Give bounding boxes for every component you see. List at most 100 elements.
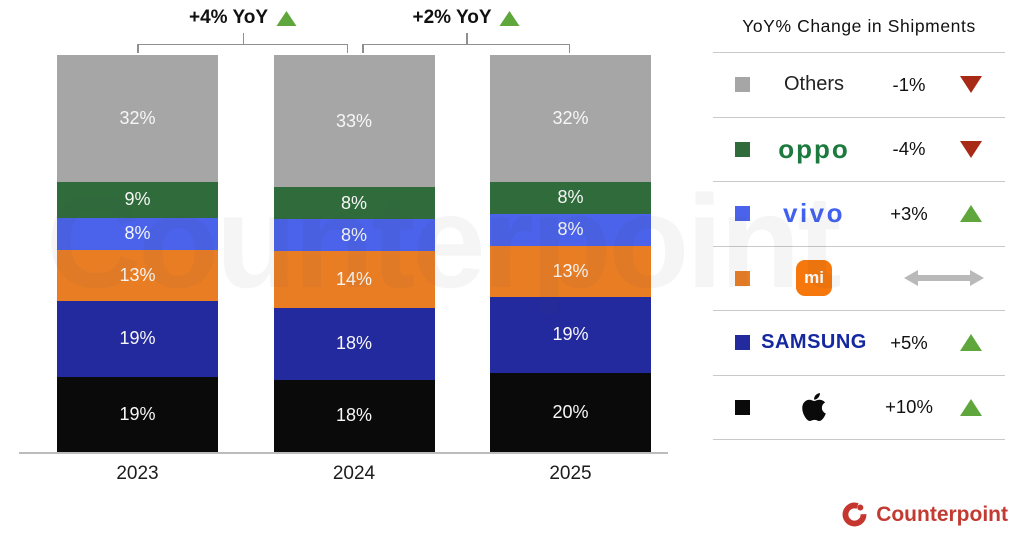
up-triangle-icon	[960, 334, 982, 352]
segment-value: 9%	[124, 189, 151, 210]
xiaomi-swatch	[735, 270, 750, 286]
samsung-logo: SAMSUNG	[751, 331, 877, 354]
segment-xiaomi-2023: 13%	[57, 249, 218, 302]
yoy-annotation-label: +2% YoY	[412, 7, 520, 29]
legend-panel: YoY% Change in Shipments Others -1% oppo…	[713, 4, 1005, 440]
legend-row-others: Others -1%	[713, 52, 1005, 117]
segment-value: 33%	[335, 110, 373, 131]
vivo-trend	[941, 205, 1001, 223]
stacked-bar-2023: 32% 9% 8% 13% 19% 19%	[57, 55, 218, 453]
segment-others-2023: 32%	[57, 55, 218, 183]
segment-value: 14%	[335, 269, 373, 290]
legend-row-apple: +10%	[713, 374, 1005, 440]
oppo-swatch	[735, 141, 750, 157]
segment-apple-2025: 20%	[490, 372, 651, 453]
segment-value: 8%	[124, 223, 151, 244]
down-triangle-icon	[960, 76, 982, 94]
others-logo: Others	[751, 73, 877, 96]
segment-samsung-2023: 19%	[57, 301, 218, 377]
segment-value: 8%	[557, 187, 584, 208]
up-triangle-icon	[960, 398, 982, 416]
segment-oppo-2023: 9%	[57, 182, 218, 218]
segment-vivo-2023: 8%	[57, 217, 218, 250]
xiaomi-trend	[877, 268, 1001, 288]
mi-logo-text: mi	[804, 268, 824, 288]
others-change-value: -1%	[892, 73, 926, 95]
yoy-annotation-2023-2024: +4% YoY	[137, 0, 348, 55]
apple-logo-icon	[802, 393, 826, 422]
legend-row-oppo: oppo -4%	[713, 116, 1005, 182]
x-tick-2024: 2024	[332, 463, 376, 484]
samsung-swatch	[735, 335, 750, 351]
vivo-logo-text: vivo	[782, 198, 846, 229]
segment-value: 19%	[119, 403, 156, 424]
legend-row-samsung: SAMSUNG +5%	[713, 310, 1005, 375]
xiaomi-logo: mi	[751, 260, 877, 297]
x-axis-line	[19, 452, 668, 454]
down-triangle-icon	[960, 140, 982, 158]
samsung-trend	[941, 334, 1001, 352]
segment-value: 32%	[119, 108, 156, 129]
segment-value: 18%	[335, 333, 373, 354]
bar-chart-area: 32% 9% 8% 13% 19% 19% 33% 8% 8% 14% 18% …	[57, 55, 651, 453]
samsung-logo-text: SAMSUNG	[761, 331, 867, 354]
counterpoint-logo-text: Counterpoint	[876, 502, 1008, 526]
segment-oppo-2025: 8%	[490, 182, 651, 214]
apple-swatch	[735, 399, 750, 415]
segment-value: 13%	[119, 264, 156, 285]
others-trend	[941, 76, 1001, 94]
samsung-change-value: +5%	[890, 331, 928, 353]
segment-apple-2023: 19%	[57, 376, 218, 453]
up-triangle-icon	[276, 10, 297, 26]
legend-title: YoY% Change in Shipments	[742, 16, 976, 36]
flat-arrow-icon	[904, 270, 984, 287]
yoy-annotation-text: +2% YoY	[412, 7, 492, 28]
stacked-bar-2024: 33% 8% 8% 14% 18% 18%	[273, 55, 435, 452]
others-swatch	[735, 77, 750, 93]
yoy-annotation-2024-2025: +2% YoY	[362, 0, 570, 55]
segment-oppo-2024: 8%	[273, 187, 435, 220]
segment-others-2025: 32%	[490, 55, 651, 183]
counterpoint-logo-icon	[842, 502, 867, 527]
segment-value: 8%	[340, 192, 367, 213]
segment-vivo-2024: 8%	[273, 219, 435, 252]
segment-value: 32%	[552, 108, 589, 129]
bracket-tick-right	[346, 44, 348, 53]
segment-vivo-2025: 8%	[490, 213, 651, 246]
segment-apple-2024: 18%	[273, 379, 435, 452]
up-triangle-icon	[499, 10, 520, 26]
x-tick-2023: 2023	[116, 463, 159, 484]
oppo-logo-text: oppo	[778, 133, 850, 164]
segment-value: 19%	[552, 324, 589, 345]
yoy-annotation-label: +4% YoY	[189, 7, 297, 29]
segment-samsung-2025: 19%	[490, 297, 651, 373]
segment-value: 8%	[340, 224, 367, 245]
others-label: Others	[783, 73, 845, 96]
legend-rows: Others -1% oppo -4% vivo +3% mi	[713, 52, 1005, 440]
segment-xiaomi-2024: 14%	[273, 251, 435, 308]
counterpoint-logo: Counterpoint	[841, 501, 1008, 528]
segment-value: 18%	[335, 405, 373, 426]
bracket-tick-right	[568, 44, 570, 53]
stacked-bar-2025: 32% 8% 8% 13% 19% 20%	[490, 55, 651, 453]
segment-value: 19%	[119, 328, 156, 349]
vivo-change-value: +3%	[890, 202, 928, 224]
legend-row-xiaomi: mi	[713, 245, 1005, 311]
bracket-stem	[466, 33, 468, 45]
bracket-stem	[242, 33, 244, 45]
segment-others-2024: 33%	[273, 55, 435, 188]
legend-row-vivo: vivo +3%	[713, 181, 1005, 246]
segment-xiaomi-2025: 13%	[490, 245, 651, 298]
x-axis-labels: 2023 2024 2025	[57, 463, 651, 485]
segment-value: 8%	[557, 219, 584, 240]
up-triangle-icon	[960, 205, 982, 223]
oppo-trend	[941, 140, 1001, 158]
oppo-logo: oppo	[751, 134, 877, 165]
segment-value: 13%	[552, 260, 589, 281]
vivo-swatch	[735, 206, 750, 222]
segment-value: 20%	[552, 401, 589, 422]
x-tick-2025: 2025	[549, 463, 592, 484]
apple-change-value: +10%	[885, 396, 933, 418]
segment-samsung-2024: 18%	[273, 307, 435, 380]
